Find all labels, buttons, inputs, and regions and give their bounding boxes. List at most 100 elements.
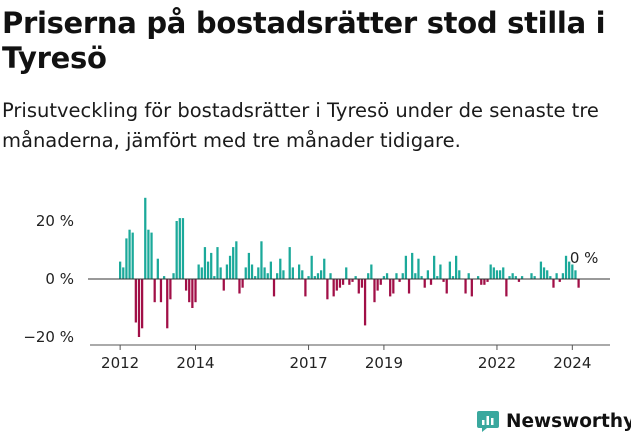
bar [260,241,263,279]
bar [445,279,448,294]
bar [357,279,360,294]
bar [222,279,225,291]
bar [404,255,408,279]
bar [144,197,147,279]
bar [276,273,279,279]
bar [546,270,549,279]
bar [517,279,521,282]
x-tick-label: 2014 [176,354,214,372]
bar [191,279,194,308]
bar [426,270,430,279]
x-tick-label: 2017 [289,354,327,372]
bar [492,267,495,279]
bar [153,279,156,303]
bar [147,229,150,279]
bar [203,247,207,279]
bar [210,252,213,279]
bar [420,276,423,279]
bar [382,276,386,279]
bar [395,273,398,279]
bar [508,276,511,279]
bar [348,279,351,285]
bar [552,279,555,288]
bar [558,279,561,282]
bar [489,264,492,279]
bar [464,279,467,294]
bar [442,279,445,282]
bar [232,247,235,279]
bar [162,276,166,279]
newsworthy-brand: Newsworthy [476,406,631,436]
x-tick-label: 2024 [553,354,591,372]
bar [564,255,568,279]
bar [291,267,294,279]
bar [307,276,310,279]
bar [323,258,326,279]
bar [235,241,238,279]
bar [329,273,332,279]
chart-subtitle: Prisutveckling för bostadsrätter i Tyres… [2,99,599,152]
bar [483,279,486,285]
bar [244,267,247,279]
bar [175,221,178,279]
bar [555,273,558,279]
bar [310,255,313,279]
bar [505,279,508,297]
bar [266,273,269,279]
bar [338,279,342,288]
bar [272,279,276,297]
bar [279,258,282,279]
bar [520,276,524,279]
bar [219,267,222,279]
bar [178,218,181,279]
chart-title: Priserna på bostadsrätter stod stilla i … [2,6,606,75]
bar [257,267,260,279]
bar [436,276,439,279]
bar [571,264,574,279]
latest-value-annotation: 0 % [570,249,599,267]
bar [549,276,552,279]
bar [351,279,354,282]
y-tick-label: 0 % [45,270,74,288]
bar [213,276,216,279]
bar [335,279,338,291]
bar [407,279,411,294]
bar-series [119,197,580,337]
y-tick-label: 20 % [36,212,74,230]
bar [530,273,533,279]
bar [216,247,219,279]
bar [206,261,210,279]
bar [200,267,203,279]
bar [451,276,455,279]
bar [166,279,169,329]
bar [169,279,172,300]
y-tick-label: −20 % [23,328,74,346]
bar [228,255,232,279]
bar [159,279,163,303]
x-axis: 2012 2014 2017 2019 2022 2024 [90,344,610,372]
bar [448,261,451,279]
bar [398,279,401,282]
bar [561,273,565,279]
bar [574,270,577,279]
bar [137,279,141,337]
bar [376,279,379,291]
bar [304,279,307,297]
bar [439,264,442,279]
bar [429,279,433,285]
bar [401,273,404,279]
brand-name: Newsworthy [506,410,631,432]
bar [568,261,571,279]
x-tick-label: 2022 [478,354,516,372]
bar [363,279,367,326]
bar [542,267,546,279]
bar [411,252,414,279]
bar [341,279,345,285]
bar [313,276,316,279]
bar [332,279,335,297]
bar [269,261,272,279]
bar [301,270,304,279]
bar [140,279,144,329]
bar [345,267,348,279]
bar [241,279,244,288]
